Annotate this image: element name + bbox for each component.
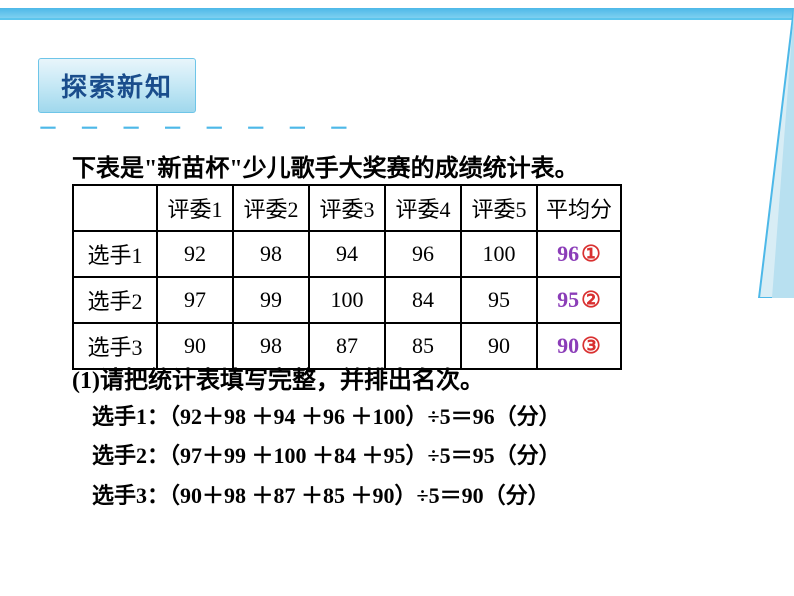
header-judge5: 评委5 (461, 185, 537, 231)
avg-value: 95 (557, 287, 579, 312)
cell: 98 (233, 231, 309, 277)
dashes-decoration: － － － － － － － － (38, 112, 357, 141)
header-judge1: 评委1 (157, 185, 233, 231)
header-avg: 平均分 (537, 185, 621, 231)
accent-underline (0, 18, 794, 20)
cell: 92 (157, 231, 233, 277)
avg-cell: 96① (537, 231, 621, 277)
score-table: 评委1 评委2 评委3 评委4 评委5 平均分 选手1 92 98 94 96 … (72, 184, 622, 370)
question-text: (1)请把统计表填写完整，并排出名次。 (72, 360, 484, 395)
header-judge2: 评委2 (233, 185, 309, 231)
avg-cell: 90③ (537, 323, 621, 369)
section-title-box: 探索新知 (38, 58, 196, 113)
cell: 95 (461, 277, 537, 323)
table-header-row: 评委1 评委2 评委3 评委4 评委5 平均分 (73, 185, 621, 231)
cell: 99 (233, 277, 309, 323)
rank-badge: ③ (581, 333, 601, 359)
section-title: 探索新知 (61, 73, 173, 102)
table-row: 选手2 97 99 100 84 95 95② (73, 277, 621, 323)
cell: 97 (157, 277, 233, 323)
cell: 94 (309, 231, 385, 277)
avg-cell: 95② (537, 277, 621, 323)
rank-badge: ① (581, 241, 601, 267)
avg-value: 90 (557, 333, 579, 358)
cell: 84 (385, 277, 461, 323)
cell: 100 (309, 277, 385, 323)
table-row: 选手1 92 98 94 96 100 96① (73, 231, 621, 277)
rank-badge: ② (581, 287, 601, 313)
cell: 100 (461, 231, 537, 277)
score-table-wrap: 评委1 评委2 评委3 评委4 评委5 平均分 选手1 92 98 94 96 … (72, 184, 622, 370)
top-border-stripe (0, 8, 794, 18)
calc-line-2: 选手2：（97＋99 ＋100 ＋84 ＋95）÷5＝95（分） (92, 438, 561, 470)
header-judge3: 评委3 (309, 185, 385, 231)
corner-decoration (744, 8, 794, 298)
calc-line-3: 选手3：（90＋98 ＋87 ＋85 ＋90）÷5＝90（分） (92, 478, 550, 510)
header-judge4: 评委4 (385, 185, 461, 231)
intro-text: 下表是"新苗杯"少儿歌手大奖赛的成绩统计表。 (72, 148, 579, 183)
cell: 96 (385, 231, 461, 277)
row2-label: 选手2 (73, 277, 157, 323)
calc-line-1: 选手1：（92＋98 ＋94 ＋96 ＋100）÷5＝96（分） (92, 399, 561, 431)
avg-value: 96 (557, 241, 579, 266)
header-blank (73, 185, 157, 231)
row1-label: 选手1 (73, 231, 157, 277)
